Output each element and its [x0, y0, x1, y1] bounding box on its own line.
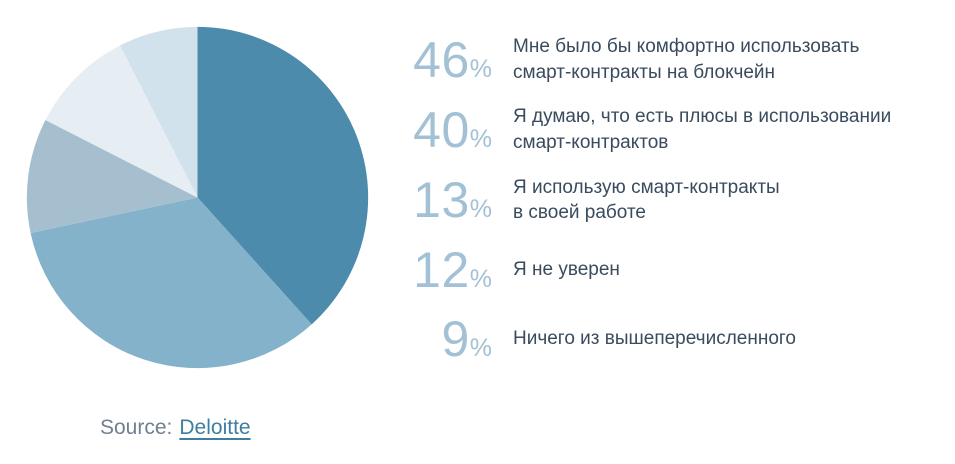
percent-sign: % [469, 54, 492, 83]
legend-label-line1: Ничего из вышеперечисленного [513, 328, 796, 350]
pie-slice-1 [30, 197, 312, 369]
legend-item: 40% Я думаю, что есть плюсы в использова… [390, 104, 891, 155]
legend-item: 9% Ничего из вышеперечисленного [390, 314, 891, 364]
legend-item: 12% Я не уверен [390, 245, 891, 295]
legend-label-line2: смарт-контракты на блокчейн [513, 61, 776, 83]
percent-value: 12 [413, 241, 470, 298]
percent-sign: % [469, 333, 492, 362]
percent-sign: % [469, 195, 492, 224]
source-link[interactable]: Deloitte [179, 416, 251, 439]
legend-label-line2: смарт-контрактов [513, 131, 669, 153]
pie-slice-0 [197, 26, 369, 325]
legend-label: Мне было бы комфортно использовать смарт… [513, 34, 859, 85]
pie-slice-3 [45, 45, 198, 198]
legend-percent: 46% [390, 35, 492, 85]
pie-slice-4 [120, 26, 198, 198]
pie-chart [26, 26, 369, 369]
source-label: Source: [100, 416, 173, 439]
source: Source: Deloitte [100, 416, 251, 440]
legend-label: Ничего из вышеперечисленного [513, 326, 796, 352]
legend-label: Я не уверен [513, 257, 620, 283]
percent-value: 13 [413, 172, 470, 229]
legend-label-line1: Я использую смарт-контракты [513, 176, 780, 198]
legend-item: 46% Мне было бы комфортно использовать с… [390, 34, 891, 85]
legend-percent: 40% [390, 105, 492, 155]
legend-label-line1: Мне было бы комфортно использовать [513, 36, 860, 57]
legend-label: Я думаю, что есть плюсы в использовании … [513, 104, 891, 155]
legend-label: Я использую смарт-контракты в своей рабо… [513, 175, 780, 226]
legend-percent: 9% [390, 314, 492, 364]
legend: 46% Мне было бы комфортно использовать с… [390, 34, 891, 364]
percent-value: 46 [413, 31, 470, 88]
percent-sign: % [469, 264, 492, 293]
legend-item: 13% Я использую смарт-контракты в своей … [390, 175, 891, 226]
legend-label-line1: Я не уверен [513, 259, 620, 281]
pie-slice-2 [26, 120, 198, 233]
legend-label-line2: в своей работе [513, 202, 646, 224]
percent-value: 40 [413, 101, 470, 158]
legend-percent: 13% [390, 175, 492, 225]
percent-value: 9 [441, 310, 470, 367]
legend-percent: 12% [390, 245, 492, 295]
percent-sign: % [469, 124, 492, 153]
legend-label-line1: Я думаю, что есть плюсы в использовании [513, 106, 892, 128]
